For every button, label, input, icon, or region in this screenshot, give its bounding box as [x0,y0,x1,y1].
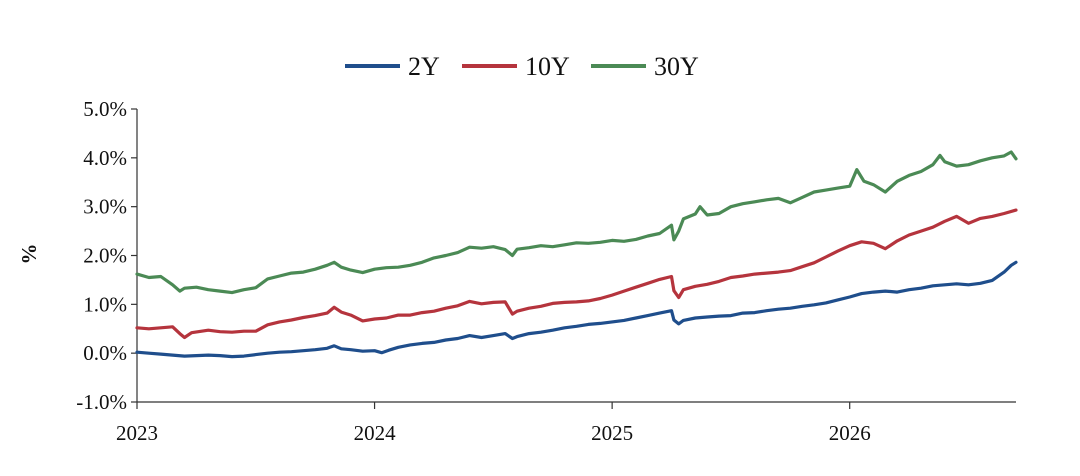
y-axis-label: % [17,244,41,265]
y-tick-label: 4.0% [83,146,127,170]
legend: 2Y 10Y 30Y [345,52,699,81]
series-group [135,150,1018,359]
legend-label-10y: 10Y [525,52,570,81]
series-line-10y [135,208,1018,340]
x-tick-label: 2024 [354,421,397,445]
x-axis: 2023 2024 2025 2026 [116,401,1016,445]
series-line-30y [135,150,1018,295]
y-tick-label: 5.0% [83,97,127,121]
x-tick-label: 2026 [829,421,871,445]
x-tick-label: 2023 [116,421,158,445]
y-axis: -1.0% 0.0% 1.0% 2.0% 3.0% 4.0% 5.0% [76,97,138,414]
legend-label-2y: 2Y [408,52,440,81]
x-tick-label: 2025 [591,421,633,445]
y-tick-label: -1.0% [76,390,127,414]
series-line-2y [135,260,1018,359]
y-tick-label: 2.0% [83,244,127,268]
legend-label-30y: 30Y [654,52,699,81]
y-tick-label: 1.0% [83,292,127,316]
y-tick-label: 0.0% [83,341,127,365]
y-tick-label: 3.0% [83,195,127,219]
